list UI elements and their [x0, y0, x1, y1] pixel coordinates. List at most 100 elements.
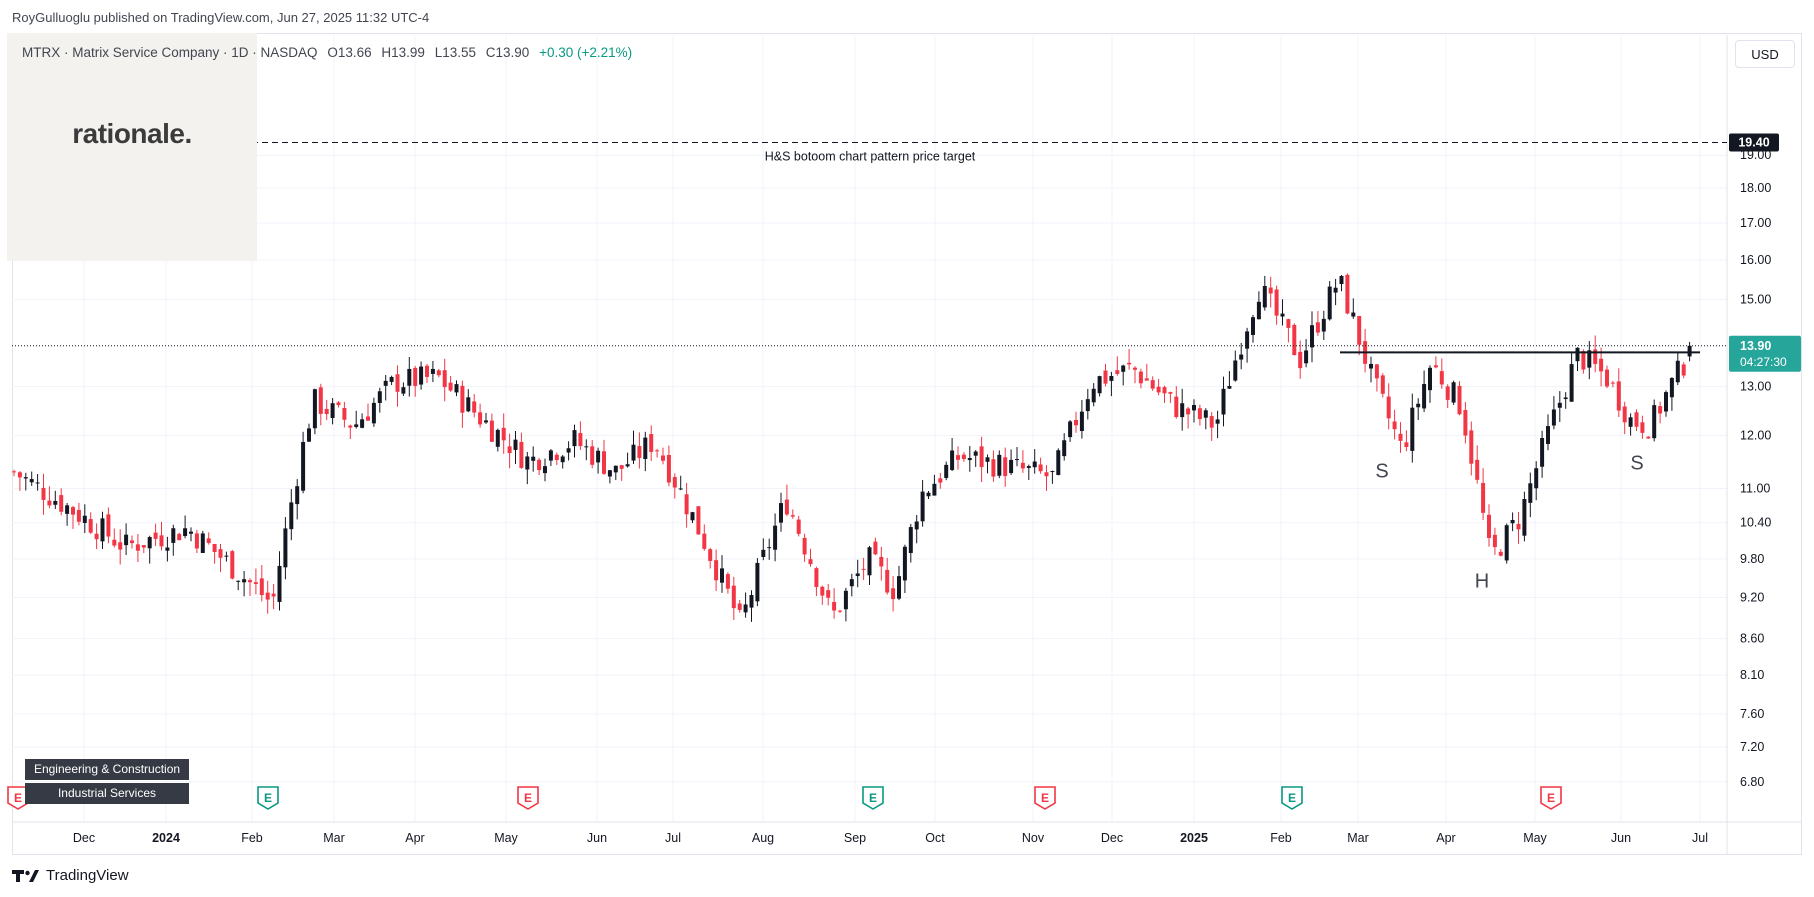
earnings-marker[interactable]: E [1034, 786, 1056, 810]
candle-body [1380, 375, 1385, 394]
candle-body [1540, 437, 1545, 467]
y-tick-label: 7.60 [1740, 707, 1764, 721]
candle-body [1439, 371, 1444, 385]
candle-body [76, 509, 81, 522]
candle-body [867, 547, 872, 576]
candle-body [938, 478, 943, 483]
candle-body [1221, 388, 1226, 415]
candle-body [454, 384, 459, 393]
pattern-label: S [1375, 461, 1388, 483]
candle-body [1215, 419, 1220, 424]
candle-body [790, 515, 795, 517]
candle-body [12, 471, 16, 473]
candle-body [1298, 351, 1303, 369]
candle-body [330, 403, 335, 418]
currency-button[interactable]: USD [1735, 40, 1795, 68]
candle-body [53, 500, 58, 505]
candle-body [678, 488, 683, 490]
symbol-legend[interactable]: MTRX · Matrix Service Company · 1D · NAS… [22, 45, 638, 60]
candle-body [814, 568, 819, 587]
x-tick-label: Mar [323, 831, 345, 845]
logo: rationale. [72, 118, 192, 149]
candle-body [466, 397, 471, 412]
candle-body [436, 370, 441, 376]
footer-brand-text: TradingView [46, 867, 129, 884]
candle-body [200, 533, 205, 553]
candle-body [1321, 318, 1326, 332]
y-tick-label: 7.20 [1740, 740, 1764, 754]
candle-body [737, 603, 742, 610]
earnings-marker[interactable]: E [862, 786, 884, 810]
candle-body [820, 586, 825, 596]
candle-body [1327, 286, 1332, 320]
candle-body [537, 459, 542, 471]
candle-body [596, 450, 601, 463]
x-tick-label: Jun [1611, 831, 1631, 845]
candle-body [702, 533, 707, 549]
earnings-marker[interactable]: E [517, 786, 539, 810]
svg-text:E: E [14, 791, 22, 805]
earnings-marker[interactable]: E [7, 786, 29, 810]
target-annotation: H&S botoom chart pattern price target [765, 149, 976, 163]
candle-body [1551, 409, 1556, 426]
candle-body [1599, 358, 1604, 372]
candle-body [1504, 525, 1509, 561]
candle-body [1516, 523, 1521, 530]
current-price-tag [1729, 335, 1801, 372]
industry-tag[interactable]: Industrial Services [25, 783, 189, 804]
earnings-marker[interactable]: E [257, 786, 279, 810]
candle-body [1546, 426, 1550, 444]
candle-body [1062, 440, 1067, 457]
candle-body [1433, 365, 1438, 368]
candle-body [242, 579, 247, 583]
candle-body [631, 444, 636, 461]
candle-body [1233, 360, 1238, 381]
candle-body [1422, 383, 1427, 409]
candle-body [1487, 514, 1491, 539]
x-tick-label: Sep [844, 831, 866, 845]
candle-body [1239, 354, 1244, 360]
candle-body [548, 450, 553, 461]
candle-body [1669, 378, 1674, 398]
candle-body [967, 458, 972, 461]
candle-body [613, 465, 618, 473]
candle-body [1634, 412, 1639, 427]
candle-body [147, 537, 152, 549]
candle-body [289, 502, 294, 530]
earnings-marker[interactable]: E [1281, 786, 1303, 810]
x-tick-label: Dec [73, 831, 95, 845]
candle-body [1534, 468, 1539, 489]
candle-body [389, 376, 394, 382]
candle-body [1628, 417, 1633, 427]
candle-body [566, 448, 571, 453]
candle-body [130, 540, 134, 544]
candle-body [265, 592, 270, 600]
sector-tag[interactable]: Engineering & Construction [25, 759, 189, 780]
candle-body [849, 579, 854, 587]
y-tick-label: 8.60 [1740, 632, 1764, 646]
candle-body [1121, 365, 1126, 372]
candle-body [838, 610, 842, 612]
x-tick-label: Apr [1436, 831, 1455, 845]
candle-body [784, 499, 789, 515]
candle-body [997, 454, 1002, 476]
candle-body [584, 446, 589, 448]
candle-body [1687, 345, 1692, 357]
candle-body [295, 486, 300, 505]
candle-body [1162, 387, 1167, 394]
candle-body [985, 457, 990, 462]
candle-body [1593, 349, 1598, 364]
candle-body [731, 585, 736, 609]
candle-body [873, 541, 878, 555]
y-tick-label: 6.80 [1740, 775, 1764, 789]
candle-body [926, 492, 931, 497]
candle-body [1174, 396, 1179, 417]
candle-body [1280, 313, 1285, 317]
candle-body [1115, 370, 1120, 374]
candle-body [843, 590, 848, 610]
candle-body [1451, 382, 1456, 403]
candle-body [950, 450, 955, 470]
footer-brand[interactable]: TradingView [12, 867, 129, 884]
earnings-marker[interactable]: E [1540, 786, 1562, 810]
